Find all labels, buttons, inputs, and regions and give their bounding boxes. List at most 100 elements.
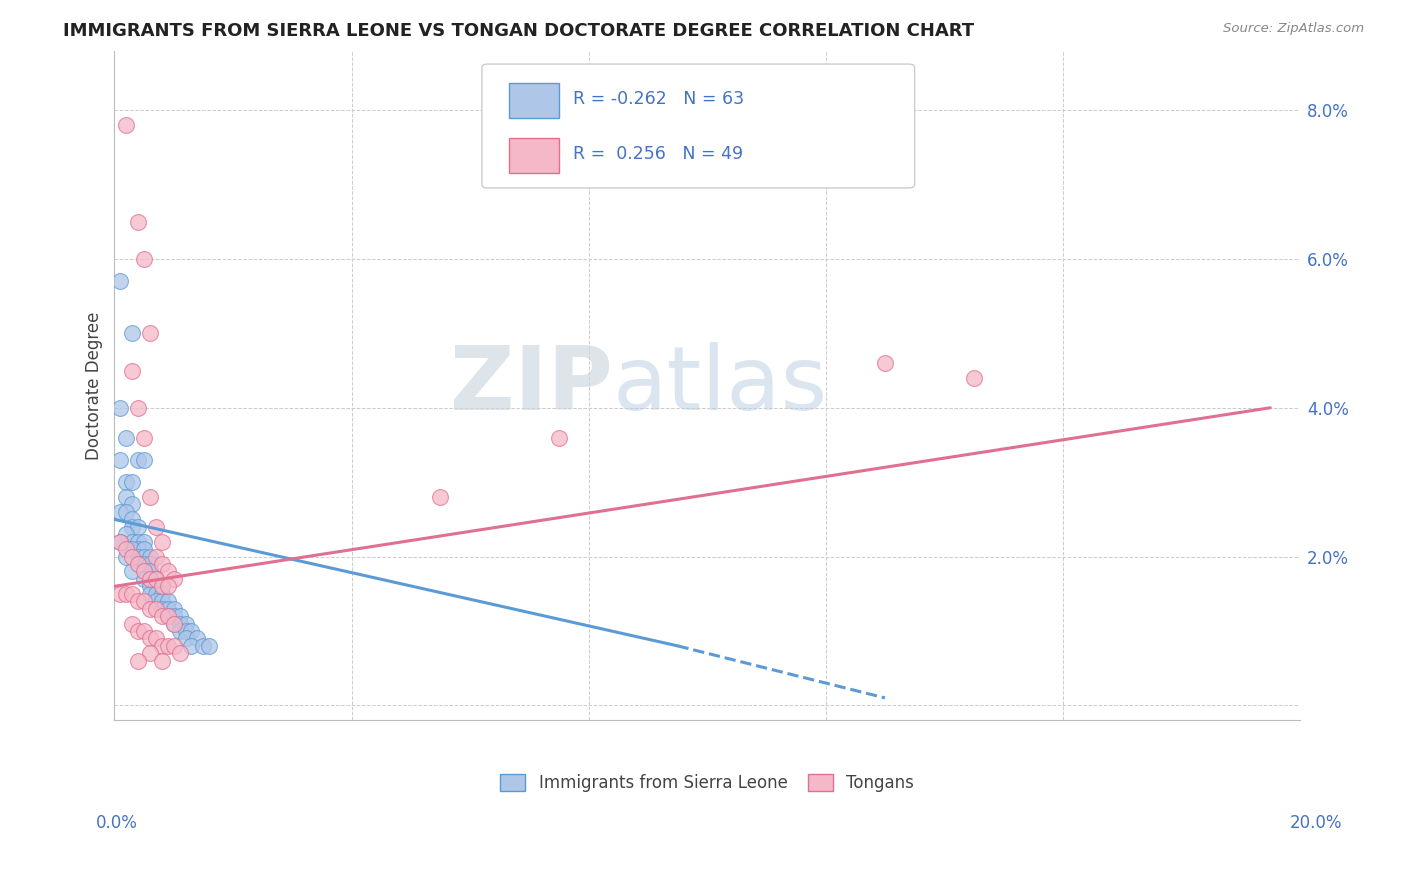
Point (132, 594, 155, 608)
Point (121, 565, 143, 579)
Point (548, 431, 571, 445)
Point (127, 624, 149, 638)
Point (150, 579, 173, 593)
Point (429, 490, 451, 504)
Point (156, 639, 179, 653)
Point (110, 274, 132, 288)
Point (139, 326, 162, 341)
Point (115, 527, 138, 541)
Point (127, 401, 149, 415)
Point (115, 490, 138, 504)
Text: 0.0%: 0.0% (96, 814, 138, 831)
Point (139, 601, 162, 615)
Point (121, 549, 143, 564)
FancyBboxPatch shape (509, 83, 560, 118)
Point (150, 579, 173, 593)
Point (132, 557, 155, 571)
Point (132, 542, 155, 557)
Point (115, 549, 138, 564)
FancyBboxPatch shape (509, 138, 560, 173)
Point (110, 453, 132, 467)
Point (132, 549, 155, 564)
Point (145, 579, 167, 593)
Point (121, 542, 143, 557)
Point (110, 534, 132, 549)
Point (163, 572, 186, 586)
Point (150, 594, 173, 608)
Point (186, 632, 208, 646)
Point (156, 594, 179, 608)
Point (139, 565, 162, 579)
Point (127, 453, 149, 467)
Text: R =  0.256   N = 49: R = 0.256 N = 49 (574, 145, 744, 163)
Point (169, 616, 191, 631)
Point (127, 534, 149, 549)
Point (163, 616, 186, 631)
Point (139, 587, 162, 601)
Point (139, 490, 162, 504)
Point (110, 534, 132, 549)
Point (121, 475, 143, 490)
Point (127, 654, 149, 668)
Point (145, 587, 167, 601)
Point (121, 520, 143, 534)
Point (127, 557, 149, 571)
Point (121, 534, 143, 549)
Point (193, 639, 215, 653)
Point (139, 646, 162, 660)
Point (139, 557, 162, 571)
Point (169, 609, 191, 624)
Point (169, 646, 191, 660)
Point (156, 601, 179, 615)
Point (150, 557, 173, 571)
Point (145, 594, 167, 608)
Point (156, 609, 179, 624)
Point (150, 601, 173, 615)
Text: atlas: atlas (612, 342, 828, 429)
Point (115, 587, 138, 601)
Point (139, 572, 162, 586)
Point (145, 572, 167, 586)
Point (132, 534, 155, 549)
Text: 20.0%: 20.0% (1291, 814, 1343, 831)
Text: IMMIGRANTS FROM SIERRA LEONE VS TONGAN DOCTORATE DEGREE CORRELATION CHART: IMMIGRANTS FROM SIERRA LEONE VS TONGAN D… (63, 22, 974, 40)
Point (169, 624, 191, 638)
Point (145, 520, 167, 534)
Point (110, 505, 132, 519)
Point (150, 639, 173, 653)
Point (132, 453, 155, 467)
Point (115, 505, 138, 519)
Point (174, 616, 197, 631)
Point (180, 639, 202, 653)
Point (121, 363, 143, 377)
Point (156, 609, 179, 624)
Point (198, 639, 221, 653)
Point (110, 587, 132, 601)
Point (180, 624, 202, 638)
Point (150, 534, 173, 549)
Point (132, 565, 155, 579)
Point (121, 616, 143, 631)
Point (115, 431, 138, 445)
Point (145, 549, 167, 564)
Point (127, 549, 149, 564)
Point (121, 587, 143, 601)
Point (127, 557, 149, 571)
Point (163, 616, 186, 631)
Point (127, 215, 149, 229)
Point (127, 542, 149, 557)
Point (163, 601, 186, 615)
Point (115, 542, 138, 557)
Point (963, 371, 986, 385)
FancyBboxPatch shape (482, 64, 914, 188)
Point (163, 639, 186, 653)
Point (139, 579, 162, 593)
Point (150, 609, 173, 624)
Point (115, 118, 138, 132)
Point (150, 587, 173, 601)
Point (150, 654, 173, 668)
Point (127, 520, 149, 534)
Point (115, 475, 138, 490)
Point (139, 572, 162, 586)
Point (132, 572, 155, 586)
